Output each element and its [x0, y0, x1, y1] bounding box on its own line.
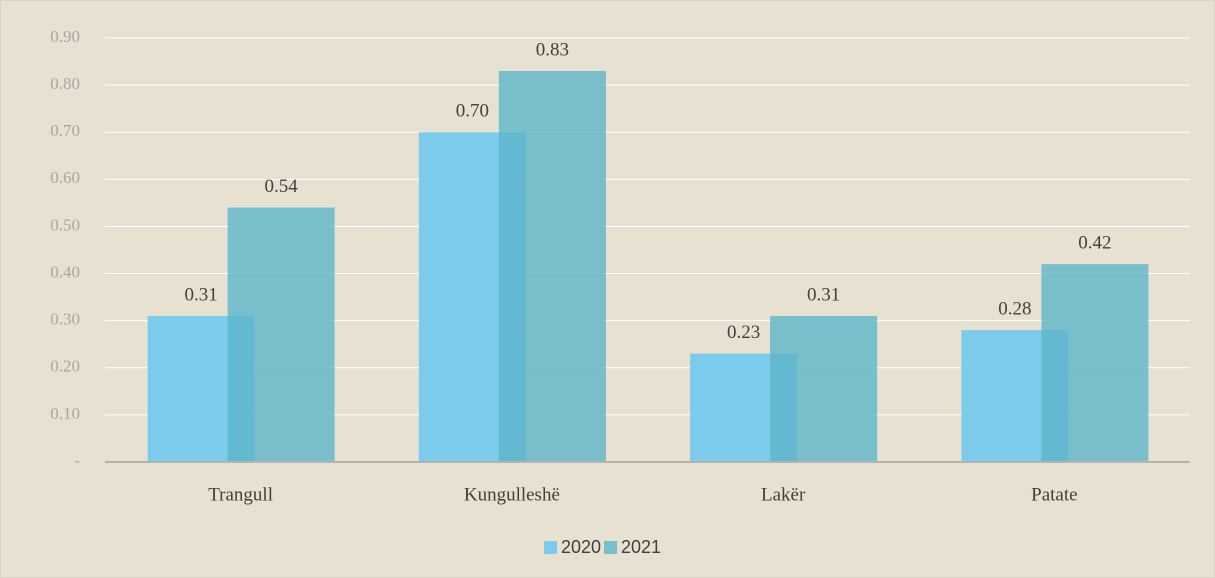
- legend-swatch: [544, 541, 557, 554]
- y-tick-label: 0.40: [50, 262, 80, 281]
- legend-label: 2020: [561, 537, 601, 557]
- y-tick-label: 0.80: [50, 74, 80, 93]
- legend-label: 2021: [621, 537, 661, 557]
- value-label: 0.23: [727, 322, 760, 343]
- y-tick-label: 0.90: [50, 27, 80, 46]
- legend-swatch: [604, 541, 617, 554]
- value-label: 0.28: [998, 298, 1031, 319]
- y-tick-label: 0.60: [50, 168, 80, 187]
- value-label: 0.70: [456, 101, 489, 122]
- x-tick-label: Lakër: [761, 484, 806, 505]
- value-label: 0.31: [185, 284, 218, 305]
- y-tick-label: -: [74, 451, 80, 470]
- x-tick-label: Patate: [1031, 484, 1077, 505]
- y-tick-label: 0.20: [50, 357, 80, 376]
- x-tick-label: Trangull: [208, 484, 273, 505]
- y-tick-label: 0.50: [50, 215, 80, 234]
- bar: [1041, 264, 1149, 462]
- value-label: 0.54: [265, 176, 299, 197]
- bar: [770, 315, 878, 462]
- y-tick-label: 0.10: [50, 404, 80, 423]
- y-tick-label: 0.30: [50, 310, 80, 329]
- bar: [498, 70, 606, 462]
- value-label: 0.83: [536, 39, 569, 60]
- value-label: 0.42: [1078, 232, 1111, 253]
- x-tick-label: Kungulleshë: [464, 484, 560, 505]
- value-label: 0.31: [807, 284, 840, 305]
- bar: [227, 207, 335, 462]
- y-tick-label: 0.70: [50, 121, 80, 140]
